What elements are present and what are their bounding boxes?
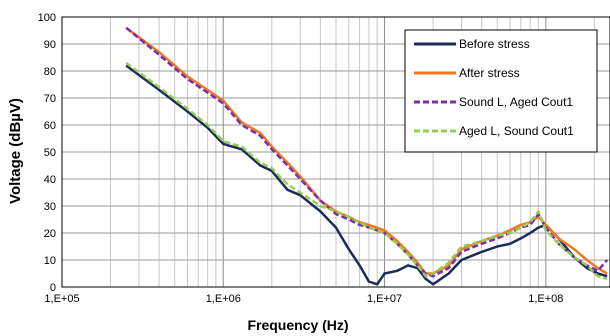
x-tick-label: 1,E+08 [528, 293, 563, 305]
legend-label: Before stress [459, 37, 530, 51]
y-tick-label: 80 [44, 66, 56, 78]
y-tick-label: 100 [38, 12, 56, 24]
series-line-1 [125, 64, 608, 286]
x-tick-label: 1,E+05 [44, 293, 79, 305]
x-tick-label: 1,E+06 [206, 293, 241, 305]
y-tick-label: 0 [50, 282, 56, 294]
y-tick-label: 50 [44, 147, 56, 159]
x-tick-label: 1,E+07 [367, 293, 402, 305]
series-line-3 [125, 26, 609, 278]
legend-label: Sound L, Aged Cout1 [459, 95, 573, 109]
y-tick-label: 70 [44, 93, 56, 105]
plot-frame [61, 16, 610, 288]
tick-labels: 0 10 20 30 40 50 60 70 80 90 100 1,E+05 1,E+06 1,E+07… [38, 12, 564, 305]
y-axis-title: Voltage (dBµV) [7, 98, 24, 204]
y-tick-label: 10 [44, 255, 56, 267]
y-tick-label: 60 [44, 120, 56, 132]
y-tick-label: 30 [44, 201, 56, 213]
y-tick-label: 20 [44, 228, 56, 240]
x-axis-title: Frequency (Hz) [247, 317, 348, 333]
series-layer [125, 26, 609, 286]
legend: Before stress After stress Sound L, Aged C… [404, 29, 598, 153]
series-line-4 [125, 61, 608, 281]
legend-label: After stress [459, 66, 520, 80]
y-tick-label: 40 [44, 174, 56, 186]
legend-label: Aged L, Sound Cout1 [459, 124, 574, 138]
y-tick-label: 90 [44, 39, 56, 51]
